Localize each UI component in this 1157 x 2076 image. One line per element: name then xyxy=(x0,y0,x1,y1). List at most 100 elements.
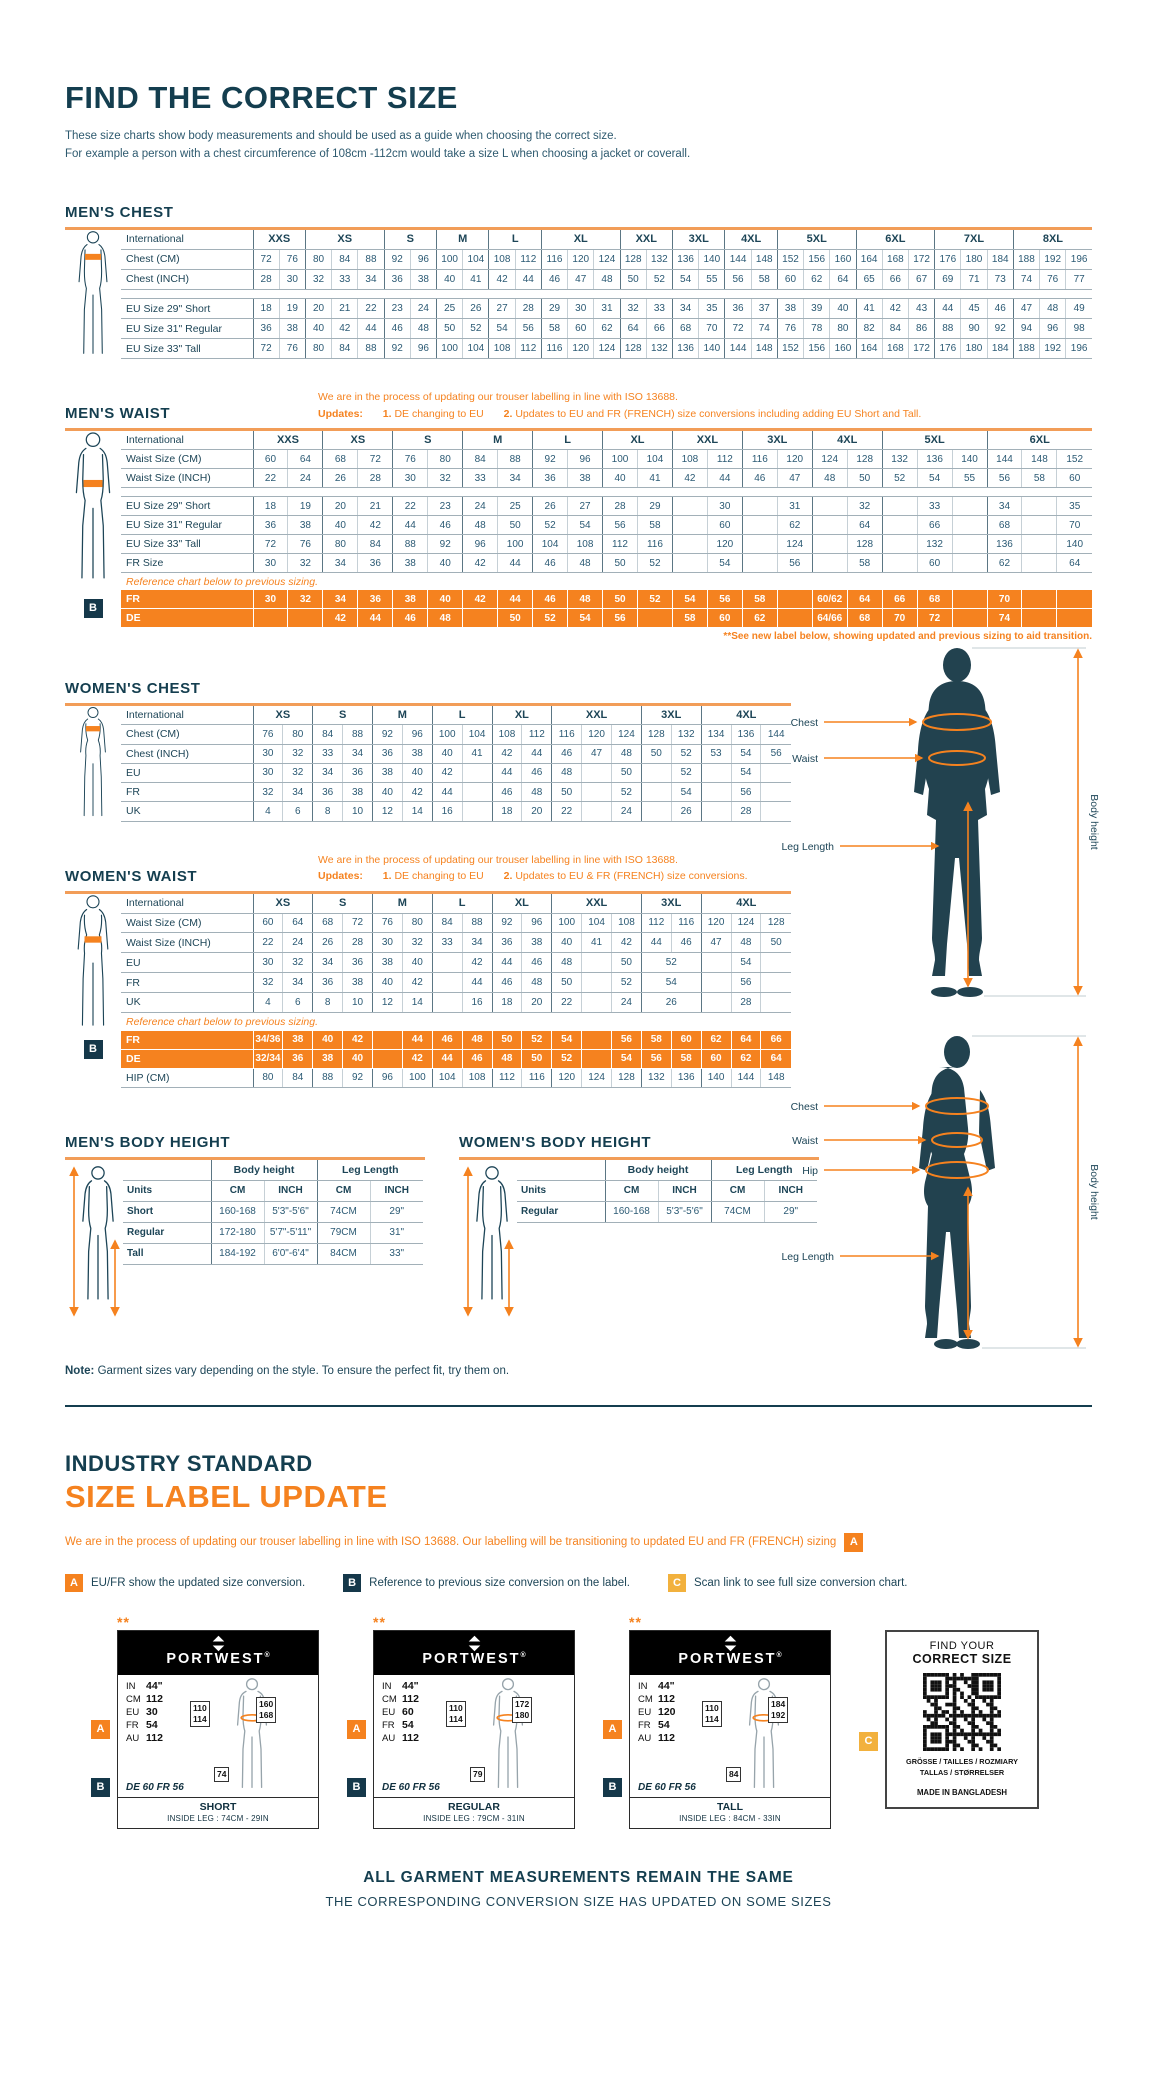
size-cell: 112 xyxy=(514,338,542,360)
table-row: Waist Size (INCH) 22 24 26 28 30 32 33 34 36 38 40 4… xyxy=(65,468,1092,489)
size-cell: 108 xyxy=(491,724,522,745)
size-cell xyxy=(636,608,673,629)
size-cell xyxy=(581,1049,612,1069)
qr-card-line2: CORRECT SIZE xyxy=(912,1651,1012,1666)
size-cell xyxy=(431,952,463,974)
label-size-row: AU 112 xyxy=(126,1731,163,1744)
size-cell: 50 xyxy=(551,972,582,993)
body-height-label: Body height xyxy=(1088,1164,1100,1220)
iso-note-line2: Updates: 1. DE changing to EU 2. Updates… xyxy=(318,868,788,885)
size-cell: 46 xyxy=(521,763,552,784)
size-cell xyxy=(1021,515,1057,536)
size-cell: 30 xyxy=(252,590,288,610)
table-row: Regular 172-180 5'7"-5'11" 79CM 31" xyxy=(123,1222,424,1244)
row-label: EU xyxy=(121,952,253,974)
size-cell: 92 xyxy=(532,449,568,470)
size-cell: 28 xyxy=(730,992,761,1013)
size-cell: 54 xyxy=(670,782,702,803)
figure-icon xyxy=(80,707,106,817)
size-cell: 22 xyxy=(551,992,582,1013)
label-a-badge: A xyxy=(65,1573,83,1592)
corner-label: International xyxy=(121,429,253,451)
size-cell: 50 xyxy=(521,1049,552,1069)
size-cell xyxy=(951,608,988,629)
size-cell: 38 xyxy=(278,318,306,340)
size-cell: 40 xyxy=(602,468,638,489)
row-label: EU xyxy=(121,763,253,784)
size-cell: 132 xyxy=(640,1068,672,1088)
row-label: UK xyxy=(121,801,253,822)
size-table: International XXS XS S M L XL XXL 3XL 4XL 5XL 6XL Wa… xyxy=(65,428,1092,629)
size-cell: 42 xyxy=(881,298,909,320)
size-cell: 32 xyxy=(282,763,313,784)
column-header: M xyxy=(436,228,489,250)
size-cell: 52 xyxy=(551,1049,582,1069)
mens-waist-table: International XXS XS S M L XL XXL 3XL 4XL 5XL 6XL Wa… xyxy=(65,428,1092,629)
unit-header: CM xyxy=(210,1180,264,1202)
row-label: EU Size 33" Tall xyxy=(121,338,253,360)
size-cell: 21 xyxy=(331,298,358,320)
size-cell xyxy=(287,608,323,629)
row-label: Tall xyxy=(123,1243,211,1265)
size-cell: 26 xyxy=(462,298,489,320)
waist-measure-ellipse xyxy=(928,750,986,767)
size-cell: 50 xyxy=(611,763,642,784)
size-cell xyxy=(741,515,778,536)
size-cell xyxy=(581,782,612,803)
size-table: International XS S M L XL XXL 3XL 4XL Chest (CM) 7… xyxy=(65,703,791,822)
size-cell: 66 xyxy=(881,269,909,290)
size-cell: 28 xyxy=(514,298,542,320)
size-cell: 44 xyxy=(392,515,428,536)
size-cell: 41 xyxy=(581,932,612,954)
size-cell: 22 xyxy=(252,468,288,489)
size-cell: 64 xyxy=(829,269,857,290)
size-cell xyxy=(760,782,791,803)
portwest-logo: PORTWEST® xyxy=(630,1630,830,1675)
size-cell: 116 xyxy=(636,534,673,555)
size-cell: 66 xyxy=(760,1030,791,1050)
size-cell: 66 xyxy=(645,318,673,340)
portwest-diamond-icon xyxy=(210,1635,226,1652)
size-cell: 40 xyxy=(304,318,332,340)
male-figure-silhouette xyxy=(914,648,1000,998)
size-cell: 40 xyxy=(427,590,463,610)
size-cell: 38 xyxy=(312,1049,343,1069)
size-cell: 44 xyxy=(491,952,522,974)
size-cell: 54 xyxy=(567,515,603,536)
inside-leg-text: INSIDE LEG : 79CM - 31IN xyxy=(423,1813,525,1823)
size-cell: 36 xyxy=(383,269,411,290)
size-cell: 120 xyxy=(706,534,743,555)
size-cell: 84 xyxy=(282,1068,313,1088)
body-height-row: MEN'S BODY HEIGHT Body height Leg Length U… xyxy=(65,1134,825,1317)
size-cell: 104 xyxy=(462,338,489,360)
size-cell: 100 xyxy=(602,449,638,470)
size-cell: 124 xyxy=(593,249,621,270)
size-cell: 46 xyxy=(551,744,582,764)
size-cell: 92 xyxy=(427,534,463,555)
size-cell: 44 xyxy=(934,298,961,320)
table-row: Chest (CM) 72 76 80 84 88 92 96 100 104 108 112 116 1… xyxy=(65,249,1092,270)
size-cell: 44 xyxy=(497,553,533,574)
size-cell: 164 xyxy=(855,249,883,270)
size-cell: 80 xyxy=(304,338,332,360)
legend-c-text: Scan link to see full size conversion ch… xyxy=(693,1576,908,1589)
column-header: 6XL xyxy=(855,228,935,250)
size-cell: 92 xyxy=(372,724,403,745)
size-cell: 128 xyxy=(611,1068,642,1088)
size-cell: 26 xyxy=(670,801,702,822)
size-cell: 128 xyxy=(619,338,647,360)
size-cell: 32 xyxy=(619,298,647,320)
size-cell: 52 xyxy=(532,608,568,629)
size-cell: 33 xyxy=(916,496,953,517)
update2-num: 2. xyxy=(503,407,513,420)
size-cell: 96 xyxy=(1039,318,1066,340)
size-cell: 136 xyxy=(916,449,953,470)
size-cell: 128 xyxy=(760,913,791,934)
size-cell: 33 xyxy=(645,298,673,320)
size-cell: 108 xyxy=(461,1068,492,1088)
size-cell: 24 xyxy=(611,801,642,822)
size-label-update-heading: SIZE LABEL UPDATE xyxy=(65,1478,388,1514)
size-cell xyxy=(372,1049,403,1069)
size-cell: 176 xyxy=(934,338,961,360)
garment-note: Note: Garment sizes vary depending on th… xyxy=(65,1365,1092,1377)
